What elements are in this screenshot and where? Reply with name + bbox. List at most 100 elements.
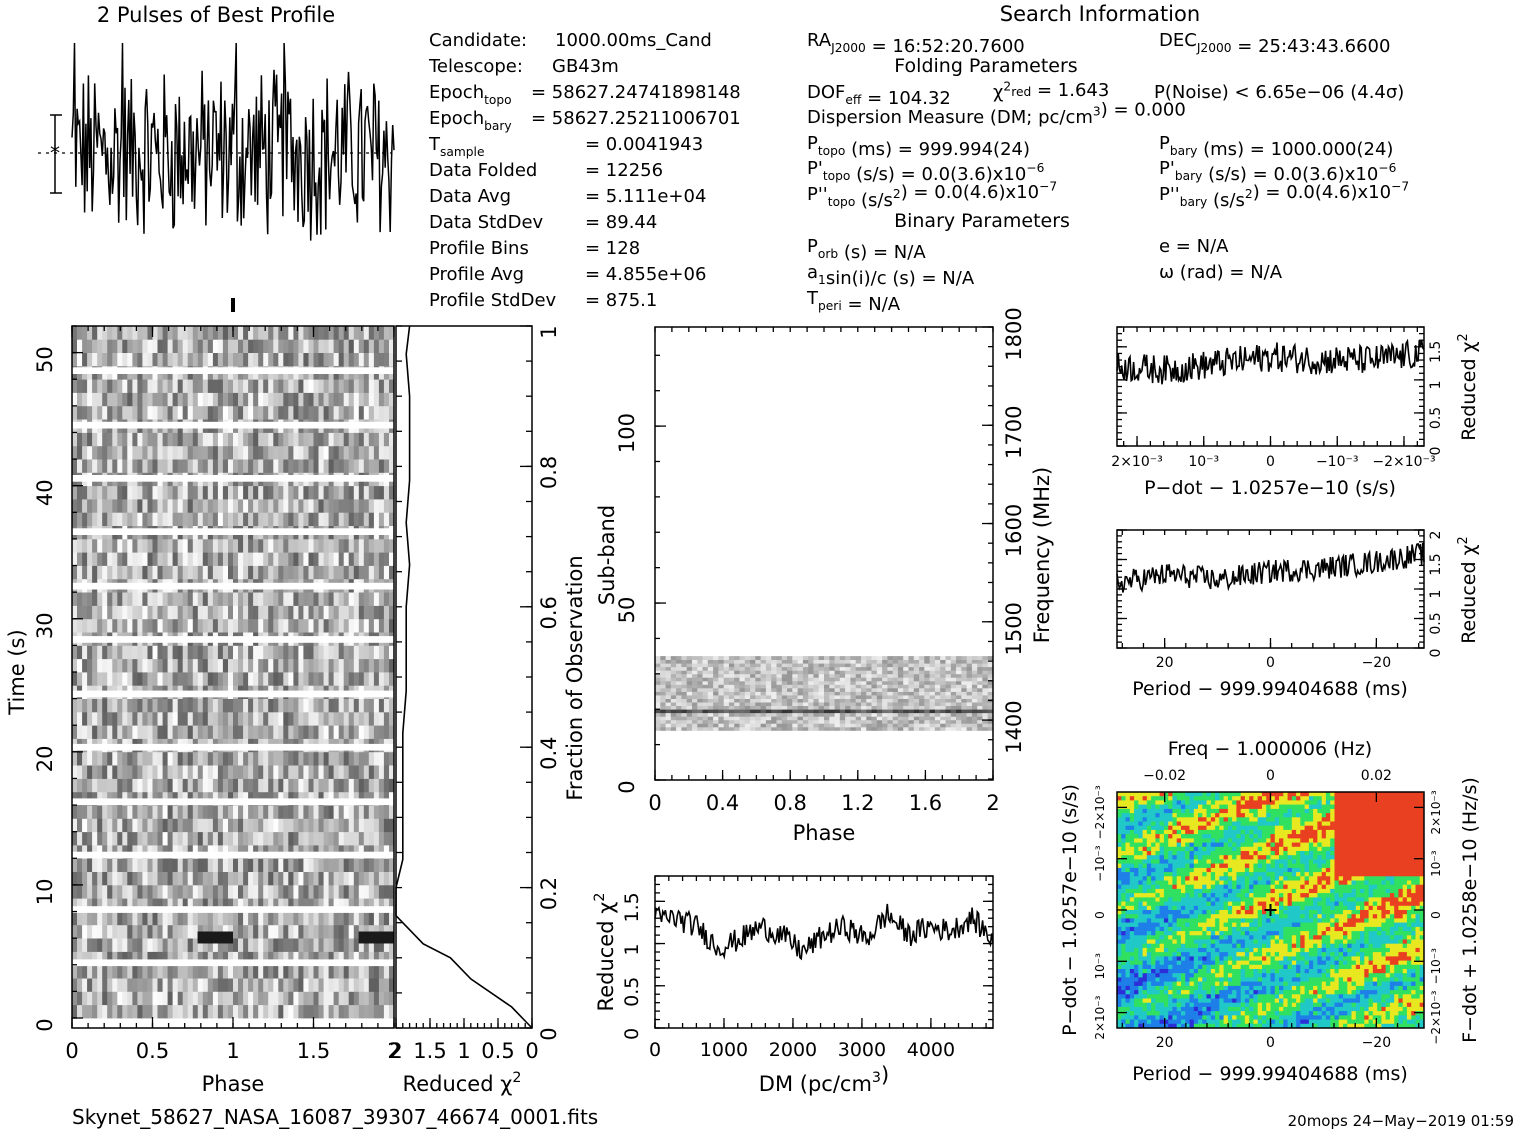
subband-cell xyxy=(802,705,809,710)
time-phase-cell xyxy=(323,552,329,566)
time-phase-cell xyxy=(308,352,314,367)
time-phase-cell xyxy=(243,765,249,779)
time-phase-cell xyxy=(172,672,178,686)
subband-cell xyxy=(934,705,941,710)
time-phase-cell xyxy=(278,499,284,513)
subband-cell xyxy=(744,709,751,714)
time-phase-cell xyxy=(338,565,345,580)
subband-cell xyxy=(929,716,936,721)
subband-cell xyxy=(739,726,746,731)
subband-cell xyxy=(940,663,946,668)
subband-cell xyxy=(908,695,915,699)
time-phase-cell xyxy=(137,898,143,912)
subband-cell xyxy=(813,666,820,671)
time-phase-cell xyxy=(233,778,239,793)
time-phase-cell xyxy=(373,405,380,420)
time-phase-cell xyxy=(288,805,294,819)
subband-cell xyxy=(882,680,888,685)
subband-cell xyxy=(681,712,688,717)
subband-cell xyxy=(750,680,756,685)
time-phase-cell xyxy=(383,339,390,353)
subband-cell xyxy=(950,712,957,717)
time-phase-cell xyxy=(117,725,123,739)
time-phase-cell xyxy=(358,871,365,886)
time-phase-cell xyxy=(162,725,168,739)
time-phase-cell xyxy=(258,645,264,660)
subband-cell xyxy=(808,680,814,685)
time-phase-cell xyxy=(147,964,153,979)
subband-cell xyxy=(924,677,930,682)
time-phase-cell xyxy=(77,991,83,1006)
time-phase-cell xyxy=(353,565,360,580)
time-phase-cell xyxy=(353,924,360,939)
time-phase-cell xyxy=(187,405,194,420)
time-phase-cell xyxy=(293,592,299,606)
time-phase-cell xyxy=(389,698,395,713)
time-phase-cell xyxy=(77,778,83,793)
info-value-8: = 128 xyxy=(585,238,640,259)
time-phase-cell xyxy=(243,565,249,580)
time-phase-cell xyxy=(358,911,365,926)
time-phase-cell xyxy=(328,352,334,367)
subband-cell xyxy=(961,709,967,714)
subband-cell xyxy=(771,712,777,717)
subband-cell xyxy=(765,691,772,696)
time-phase-cell xyxy=(192,672,199,686)
subband-cell xyxy=(655,726,661,731)
time-phase-cell xyxy=(157,751,163,766)
time-phase-cell xyxy=(333,924,339,939)
time-phase-cell xyxy=(258,978,264,992)
subband-cell xyxy=(771,723,777,728)
subband-cell xyxy=(792,680,798,685)
subband-cell xyxy=(792,684,798,689)
subband-cell xyxy=(945,719,952,724)
time-phase-cell xyxy=(212,831,219,846)
subband-cell xyxy=(655,673,661,678)
time-phase-cell xyxy=(202,991,209,1006)
time-phase-cell xyxy=(303,432,309,447)
subband-cell xyxy=(850,726,857,731)
time-redchi-ylabel: 1 xyxy=(537,325,561,338)
time-phase-cell xyxy=(363,339,370,353)
time-phase-cell xyxy=(308,924,314,939)
time-phase-cell xyxy=(338,405,345,420)
time-phase-cell xyxy=(288,978,294,992)
subband-cell xyxy=(734,670,740,675)
time-phase-cell xyxy=(142,352,148,367)
time-phase-cell xyxy=(152,938,158,952)
subband-cell xyxy=(861,712,867,717)
subband-cell xyxy=(702,716,709,721)
time-phase-cell xyxy=(238,751,244,766)
time-phase-cell xyxy=(117,565,123,580)
subband-cell xyxy=(771,709,777,714)
time-phase-cell xyxy=(363,858,370,872)
subband-cell xyxy=(665,698,672,703)
time-phase-cell xyxy=(248,711,254,726)
time-phase-cell xyxy=(228,592,234,606)
subband-cell xyxy=(839,659,846,664)
subband-cell xyxy=(787,680,793,685)
subband-cell xyxy=(797,680,804,685)
time-phase-cell xyxy=(343,938,350,952)
subband-cell xyxy=(961,726,967,731)
subband-cell xyxy=(702,656,709,660)
time-phase-cell xyxy=(313,592,319,606)
subband-cell xyxy=(781,695,788,699)
subband-cell xyxy=(776,723,783,728)
time-phase-cell xyxy=(228,645,234,660)
time-phase-cell xyxy=(187,711,194,726)
subband-cell xyxy=(697,691,703,696)
time-gap xyxy=(72,367,394,374)
subband-cell xyxy=(876,673,883,678)
subband-cell xyxy=(802,716,809,721)
time-phase-cell xyxy=(132,392,138,407)
time-phase-cell xyxy=(177,938,184,952)
subband-cell xyxy=(913,670,920,675)
time-phase-cell xyxy=(182,938,189,952)
time-phase-cell xyxy=(157,698,163,713)
time-phase-cell xyxy=(343,592,350,606)
time-phase-cell xyxy=(132,711,138,726)
time-phase-cell xyxy=(167,1004,173,1019)
subband-cell xyxy=(728,719,735,724)
subband-cell xyxy=(697,709,703,714)
